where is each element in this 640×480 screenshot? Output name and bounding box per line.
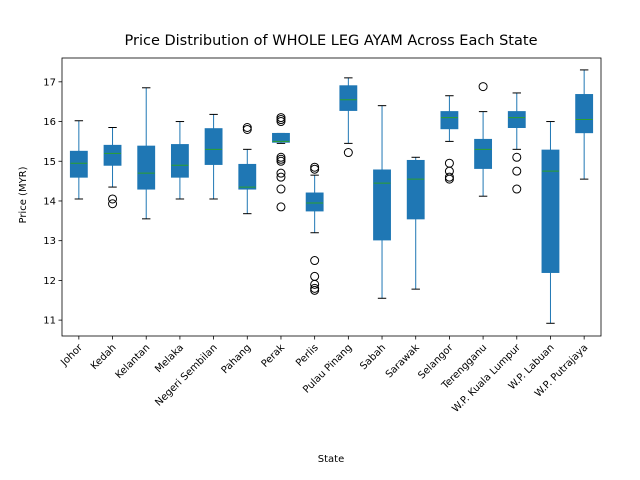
x-tick-label: Perak bbox=[260, 342, 288, 370]
outlier-point bbox=[276, 113, 286, 123]
outlier-point bbox=[478, 82, 488, 92]
y-tick-label: 13 bbox=[43, 236, 56, 247]
y-tick-label: 12 bbox=[43, 276, 56, 287]
box bbox=[272, 132, 290, 143]
x-tick-label: Perlis bbox=[294, 342, 321, 369]
x-tick-label: Sabah bbox=[358, 342, 388, 372]
box bbox=[103, 144, 122, 166]
axes-frame bbox=[61, 57, 602, 337]
outlier-point bbox=[108, 194, 118, 204]
outlier-point bbox=[444, 172, 454, 182]
y-tick-label: 17 bbox=[43, 77, 56, 88]
outlier-point bbox=[276, 172, 286, 182]
outlier-point bbox=[276, 154, 286, 164]
box bbox=[406, 159, 425, 220]
outlier-point bbox=[242, 123, 252, 132]
box bbox=[170, 144, 189, 178]
outlier-point bbox=[276, 152, 286, 162]
outlier-point bbox=[276, 115, 286, 125]
chart-title: Price Distribution of WHOLE LEG AYAM Acr… bbox=[125, 33, 538, 49]
outlier-point bbox=[310, 162, 320, 172]
outlier-point bbox=[276, 202, 286, 212]
outlier-point bbox=[242, 124, 252, 134]
outlier-point bbox=[276, 184, 286, 194]
y-tick-label: 11 bbox=[43, 316, 56, 327]
x-tick-label: Negeri Sembilan bbox=[153, 342, 219, 408]
box bbox=[575, 94, 594, 134]
box bbox=[204, 128, 223, 165]
y-tick-label: 15 bbox=[43, 157, 56, 168]
box bbox=[238, 163, 257, 190]
outlier-point bbox=[444, 174, 454, 184]
box bbox=[507, 111, 526, 129]
box bbox=[137, 145, 156, 190]
outlier-point bbox=[343, 148, 353, 158]
x-tick-label: Kedah bbox=[89, 342, 119, 372]
x-tick-label: Pahang bbox=[220, 342, 254, 376]
outlier-point bbox=[512, 152, 522, 162]
outlier-point bbox=[310, 283, 320, 293]
x-axis-label: State bbox=[318, 454, 344, 465]
outlier-point bbox=[276, 168, 286, 178]
outlier-point bbox=[444, 158, 454, 168]
x-tick-label: Johor bbox=[58, 342, 85, 369]
outlier-point bbox=[310, 256, 320, 266]
x-tick-label: Melaka bbox=[153, 342, 186, 375]
outlier-point bbox=[512, 166, 522, 176]
outlier-point bbox=[512, 184, 522, 194]
y-axis-label: Price (MYR) bbox=[18, 166, 29, 223]
outlier-point bbox=[444, 166, 454, 176]
y-tick-label: 14 bbox=[43, 196, 56, 207]
outlier-point bbox=[108, 199, 118, 209]
y-tick-label: 16 bbox=[43, 117, 56, 128]
outlier-point bbox=[310, 164, 320, 174]
box bbox=[305, 192, 324, 212]
box bbox=[474, 138, 493, 169]
outlier-point bbox=[310, 271, 320, 281]
box bbox=[440, 111, 459, 130]
box bbox=[373, 169, 391, 241]
box bbox=[69, 150, 88, 178]
box bbox=[541, 149, 560, 273]
x-tick-label: Kelantan bbox=[114, 342, 153, 381]
box bbox=[339, 85, 358, 111]
